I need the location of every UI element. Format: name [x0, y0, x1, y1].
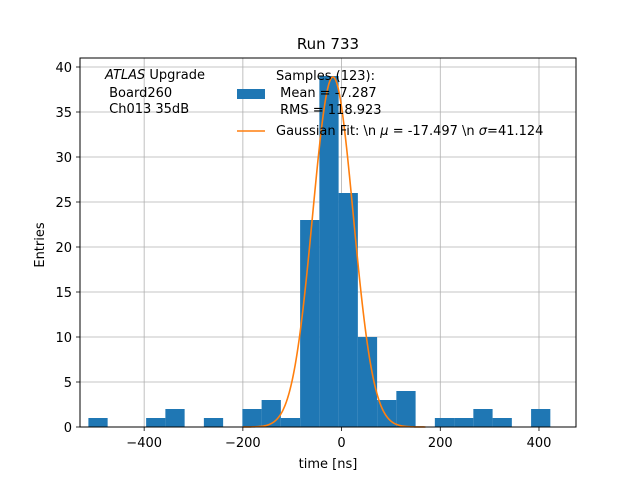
x-axis-label: time [ns]	[299, 457, 358, 472]
x-tick-label: 0	[337, 436, 345, 451]
y-tick-label: 10	[55, 331, 72, 346]
legend-fit-part-3: =41.124	[487, 124, 543, 139]
y-tick-label: 5	[64, 376, 72, 391]
histogram-bar	[492, 418, 512, 427]
gaussian-fit-curve	[242, 76, 426, 428]
annotation-atlas: ATLAS	[104, 68, 145, 83]
y-axis-label: Entries	[33, 222, 48, 268]
chart-title: Run 733	[297, 35, 359, 53]
x-tick-label: 400	[527, 436, 552, 451]
x-tick-label: 200	[428, 436, 453, 451]
histogram-bar	[300, 220, 320, 427]
y-tick-label: 35	[55, 106, 72, 121]
y-tick-label: 30	[55, 151, 72, 166]
histogram-bar	[165, 409, 185, 427]
annotation-upgrade: Upgrade	[145, 68, 205, 83]
y-axis-ticks: 0 5 10 15 20 25 30 35 40	[55, 61, 80, 436]
legend-fit-sigma: σ	[479, 124, 488, 139]
histogram-bar	[146, 418, 166, 427]
plot-frame	[79, 57, 577, 428]
legend-samples-line-1: Samples (123):	[276, 69, 375, 84]
histogram-bar	[242, 409, 262, 427]
legend: Samples (123): Mean = -7.287 RMS = 118.9…	[237, 69, 543, 139]
annotation-line-3: Ch013 35dB	[105, 102, 189, 117]
legend-samples-line-3: RMS = 118.923	[276, 103, 382, 118]
annotation-line-2: Board260	[105, 86, 172, 101]
histogram-bar	[338, 193, 358, 427]
histogram-bar	[280, 418, 301, 427]
histogram-bar	[473, 409, 493, 427]
histogram-bar	[454, 418, 474, 427]
histogram-bar	[531, 409, 551, 427]
legend-fit-label: Gaussian Fit: \n μ = -17.497 \n σ=41.124	[276, 124, 543, 139]
y-tick-label: 25	[55, 196, 72, 211]
y-tick-label: 20	[55, 241, 72, 256]
histogram-bar	[396, 391, 416, 427]
histogram-bars	[88, 76, 551, 427]
legend-fit-part-2: = -17.497 \n	[389, 124, 479, 139]
y-tick-label: 15	[55, 286, 72, 301]
x-tick-label: −400	[126, 436, 162, 451]
y-tick-label: 40	[55, 61, 72, 76]
legend-samples-line-2: Mean = -7.287	[276, 86, 377, 101]
histogram-bar	[434, 418, 455, 427]
x-axis-ticks: −400 −200 0 200 400	[126, 427, 551, 451]
x-tick-label: −200	[225, 436, 261, 451]
histogram-bar	[203, 418, 224, 427]
histogram-bar	[357, 337, 378, 427]
annotation-line-1: ATLAS Upgrade	[104, 68, 205, 83]
legend-swatch-samples	[237, 89, 265, 99]
legend-fit-part-1: Gaussian Fit: \n	[276, 124, 380, 139]
y-tick-label: 0	[64, 421, 72, 436]
histogram-bar	[319, 76, 339, 427]
plot-annotation: ATLAS Upgrade Board260 Ch013 35dB	[104, 68, 205, 117]
histogram-bar	[88, 418, 108, 427]
legend-fit-mu: μ	[379, 124, 388, 139]
